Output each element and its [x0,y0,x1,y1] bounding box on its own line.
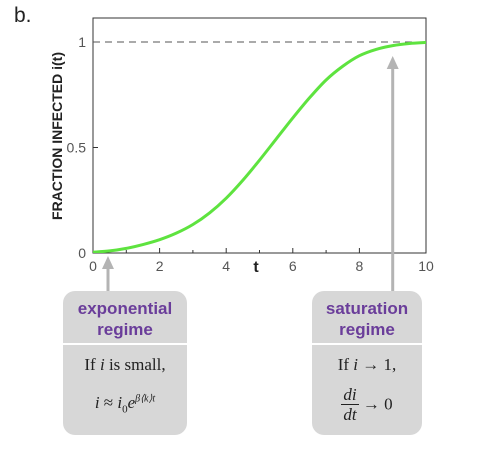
series-line-infected [93,42,426,252]
y-tick-label-2: 1 [78,34,86,50]
saturation-formula: di dt → 0 [312,385,422,424]
x-tick-label-5: 10 [418,258,434,274]
exp-cond-suffix: is small, [105,355,166,374]
saturation-heading-line2: regime [312,319,422,340]
saturation-regime-heading: saturation regime [312,291,422,340]
x-tick-label-4: 8 [356,258,364,274]
exponential-condition: If i is small, [63,355,187,375]
sat-frac-numerator: di [341,385,358,405]
saturation-regime-box: saturation regime If i → 1, di dt → 0 [312,291,422,435]
sat-fraction: di dt [341,385,358,424]
saturation-condition: If i → 1, [312,355,422,375]
y-tick-label-0: 0 [78,245,86,261]
exponential-formula: i ≈ i0eβ⟨k⟩t [63,393,187,415]
exponential-regime-heading: exponential regime [63,291,187,340]
exponential-heading-line1: exponential [63,298,187,319]
x-axis-label: t [253,259,259,276]
exponential-heading-line2: regime [63,319,187,340]
saturation-heading-line1: saturation [312,298,422,319]
exponential-box-divider [63,343,187,345]
y-tick-label-1: 0.5 [67,140,87,156]
exp-formula-exponent: β⟨k⟩t [135,393,155,404]
exponential-regime-box: exponential regime If i is small, i ≈ i0… [63,291,187,435]
exp-formula-approx: ≈ [100,393,118,412]
sat-cond-prefix: If [338,355,354,374]
saturation-arrow-head [387,56,399,69]
sat-frac-denominator: dt [341,405,358,424]
x-tick-label-3: 6 [289,258,297,274]
saturation-box-divider [312,343,422,345]
x-tick-label-2: 4 [222,258,230,274]
x-tick-label-1: 2 [156,258,164,274]
plot-frame [93,18,426,253]
exp-cond-prefix: If [84,355,100,374]
sat-cond-suffix: → 1, [358,355,396,374]
x-axis-ticks: 0 2 4 6 8 10 [89,248,434,274]
x-tick-label-0: 0 [89,258,97,274]
y-axis-label: FRACTION INFECTED i(t) [49,52,65,220]
sat-frac-tail: → 0 [359,395,393,414]
exponential-arrow-head [102,256,114,269]
